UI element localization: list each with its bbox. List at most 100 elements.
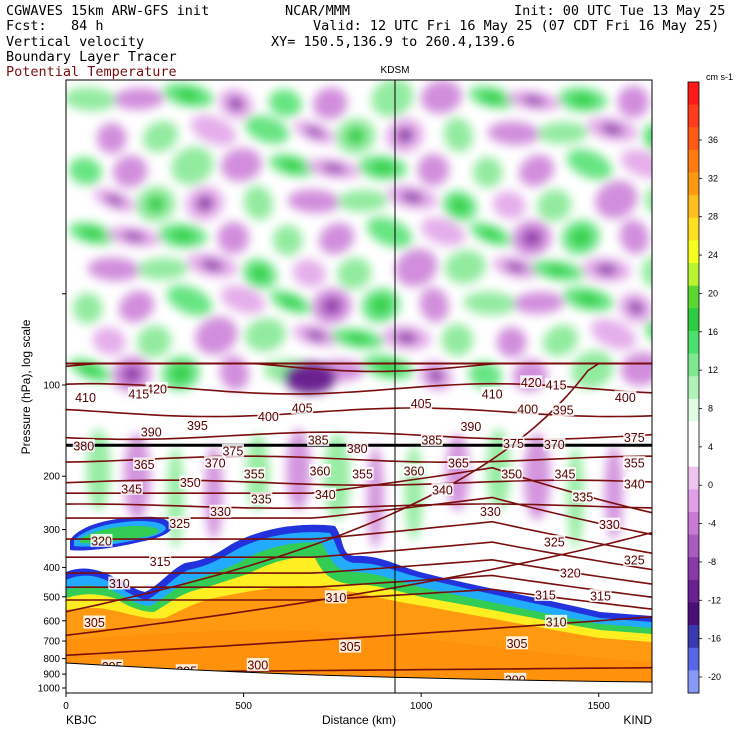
velocity-cell bbox=[72, 292, 103, 324]
velocity-cell bbox=[444, 250, 486, 284]
velocity-cell bbox=[190, 114, 237, 146]
theta-label-bg bbox=[243, 467, 266, 481]
theta-label: 410 bbox=[75, 391, 96, 405]
theta-label-bg bbox=[500, 467, 523, 481]
theta-label: 400 bbox=[258, 410, 279, 424]
velocity-cell bbox=[337, 257, 372, 290]
theta-label-bg bbox=[520, 375, 543, 389]
velocity-cell bbox=[443, 117, 473, 153]
left-station-label: KBJC bbox=[66, 713, 97, 727]
theta-label: 400 bbox=[615, 391, 636, 405]
theta-label-bg bbox=[72, 439, 95, 453]
theta-label-bg bbox=[545, 614, 568, 628]
theta-label: 370 bbox=[544, 438, 565, 452]
theta-label-bg bbox=[108, 576, 131, 590]
colorbar-frame bbox=[687, 81, 700, 694]
y-tick-label: 600 bbox=[43, 616, 60, 627]
velocity-cell bbox=[595, 180, 638, 219]
velocity-cell bbox=[463, 291, 517, 315]
theta-label: 325 bbox=[544, 536, 565, 550]
theta-label: 410 bbox=[482, 387, 503, 401]
theta-label: 385 bbox=[421, 434, 442, 448]
velocity-streak bbox=[404, 445, 423, 540]
vertical-velocity-field bbox=[66, 80, 670, 548]
velocity-cell bbox=[113, 155, 148, 188]
theta-label: 345 bbox=[555, 468, 576, 482]
velocity-cell bbox=[96, 122, 127, 154]
theta-label-bg bbox=[410, 396, 433, 410]
theta-label: 375 bbox=[503, 437, 524, 451]
velocity-cell bbox=[137, 325, 172, 358]
colorbar-swatch bbox=[688, 353, 699, 377]
theta-label: 355 bbox=[624, 457, 645, 471]
theta-label-bg bbox=[186, 418, 209, 432]
velocity-core bbox=[522, 230, 541, 247]
velocity-cell bbox=[268, 89, 302, 118]
theta-label: 330 bbox=[599, 518, 620, 532]
velocity-cell bbox=[542, 324, 579, 357]
theta-label-bg bbox=[149, 554, 172, 568]
theta-label-bg bbox=[346, 441, 369, 455]
theta-label: 385 bbox=[308, 434, 329, 448]
colorbar-label: -8 bbox=[708, 557, 716, 567]
theta-label: 310 bbox=[109, 577, 130, 591]
y-tick-label: 800 bbox=[43, 654, 60, 665]
velocity-core bbox=[595, 264, 618, 276]
velocity-streak bbox=[167, 446, 184, 548]
velocity-cell bbox=[566, 148, 613, 180]
theta-label-bg bbox=[447, 456, 470, 470]
theta-label-bg bbox=[623, 552, 646, 566]
velocity-core bbox=[650, 128, 670, 147]
theta-label: 360 bbox=[404, 464, 425, 478]
colorbar: 36 32 28 24 20 16 12 8 4 0 -4 -8 -12 -16 -20 bbox=[687, 81, 721, 694]
velocity-core bbox=[600, 123, 624, 135]
velocity-cell bbox=[292, 259, 326, 288]
theta-label-bg bbox=[351, 467, 374, 481]
velocity-core bbox=[372, 297, 390, 314]
velocity-cell bbox=[419, 287, 449, 323]
y-tick-label: 900 bbox=[43, 670, 60, 681]
velocity-cell bbox=[220, 148, 262, 182]
theta-label: 390 bbox=[460, 420, 481, 434]
theta-label-bg bbox=[479, 504, 502, 518]
velocity-core bbox=[281, 160, 303, 171]
velocity-core bbox=[571, 94, 594, 106]
theta-label: 400 bbox=[517, 402, 538, 416]
theta-label: 310 bbox=[546, 615, 567, 629]
velocity-core bbox=[345, 333, 370, 344]
theta-label-bg bbox=[246, 658, 269, 672]
velocity-cell bbox=[118, 290, 155, 323]
colorbar-swatch bbox=[688, 240, 699, 264]
velocity-core bbox=[452, 198, 468, 213]
y-tick-label: 1000 bbox=[38, 684, 61, 695]
theta-label-bg bbox=[571, 489, 594, 503]
colorbar-swatch bbox=[688, 489, 699, 513]
colorbar-swatch bbox=[688, 308, 699, 332]
velocity-cell bbox=[642, 122, 652, 153]
colorbar-swatch bbox=[688, 579, 699, 603]
velocity-cell bbox=[537, 189, 572, 222]
y-tick-label: 400 bbox=[43, 563, 60, 574]
velocity-core bbox=[252, 266, 268, 281]
boundary-layer-tracer-field bbox=[66, 516, 652, 693]
valid-time: Valid: 12 UTC Fri 16 May 25 (07 CDT Fri … bbox=[313, 18, 720, 34]
velocity-cell bbox=[220, 285, 266, 314]
theta-label-bg bbox=[308, 463, 331, 477]
theta-label: 300 bbox=[247, 659, 268, 673]
field-potential-temperature: Potential Temperature bbox=[6, 64, 177, 80]
velocity-cell bbox=[472, 156, 503, 188]
theta-label: 340 bbox=[432, 483, 453, 497]
theta-label: 360 bbox=[310, 464, 331, 478]
theta-label-bg bbox=[179, 475, 202, 489]
theta-label-bg bbox=[552, 403, 575, 417]
colorbar-label: 36 bbox=[708, 135, 718, 145]
y-tick-label: 500 bbox=[43, 592, 60, 603]
theta-label: 355 bbox=[244, 468, 265, 482]
velocity-cell bbox=[420, 217, 466, 246]
velocity-core bbox=[395, 332, 418, 344]
theta-contour-line bbox=[66, 558, 652, 585]
velocity-core bbox=[200, 259, 224, 271]
theta-label-bg bbox=[502, 436, 525, 450]
velocity-cell bbox=[217, 221, 250, 254]
